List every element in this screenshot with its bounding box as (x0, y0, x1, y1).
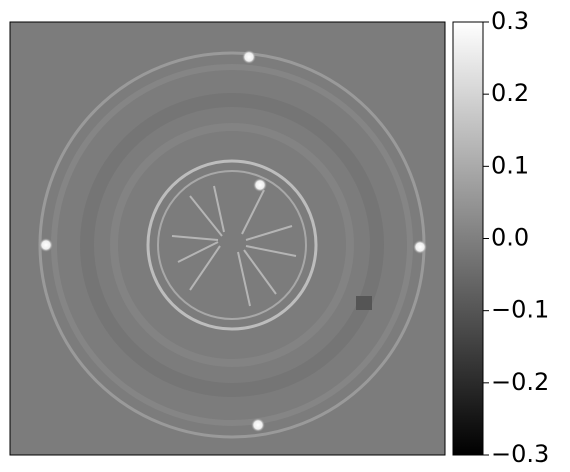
colorbar-tick-label: 0.3 (491, 7, 529, 35)
colorbar-tick-label: 0.1 (491, 151, 529, 179)
colorbar-tick-label: 0.0 (491, 224, 529, 252)
image (10, 22, 445, 455)
colorbar-tick-label: −0.2 (491, 368, 549, 396)
colorbar-tick-label: −0.3 (491, 440, 549, 468)
colorbar-tick-label: 0.2 (491, 79, 529, 107)
colorbar (453, 22, 483, 455)
colorbar-tick-label: −0.1 (491, 296, 549, 324)
chart: 0.3 0.2 0.1 0.0 −0.1 −0.2 −0.3 (0, 0, 570, 472)
